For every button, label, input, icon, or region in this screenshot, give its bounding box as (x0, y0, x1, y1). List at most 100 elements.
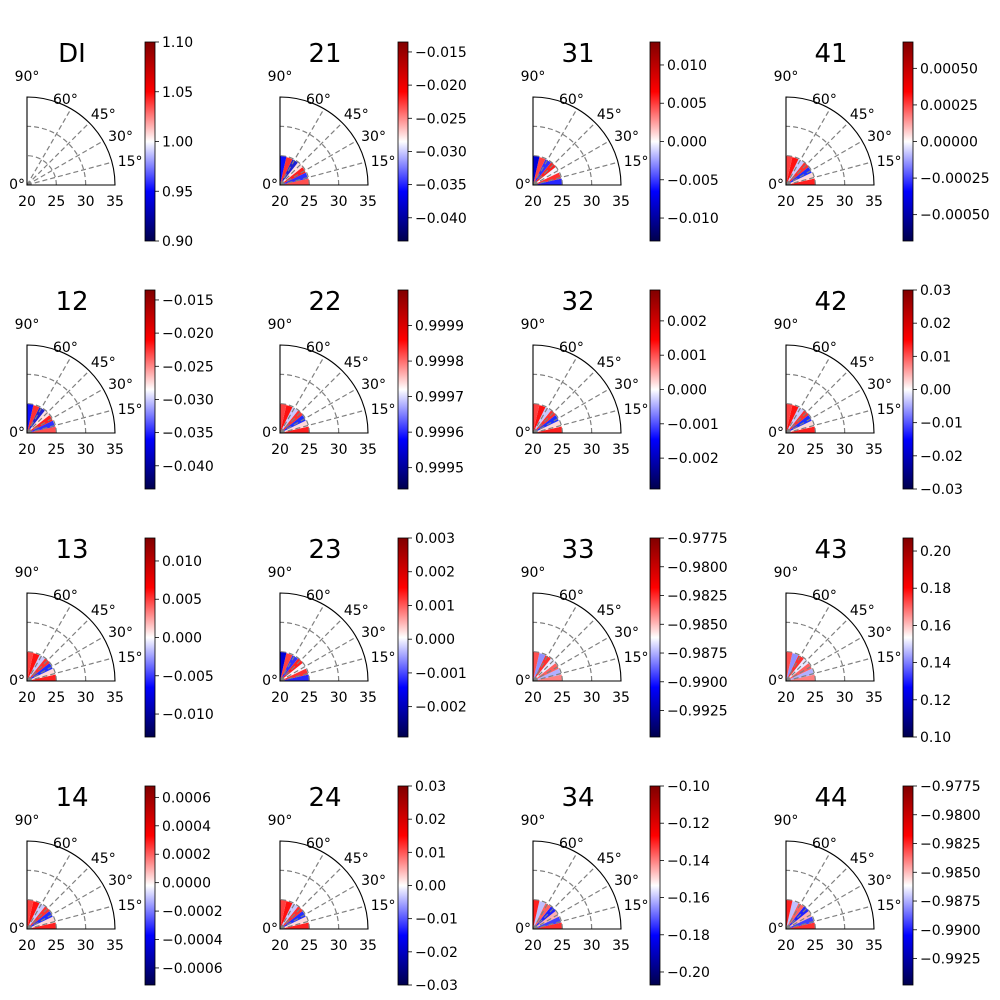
heat-sector (533, 167, 559, 185)
colorbar-tick-label: −0.002 (415, 700, 467, 716)
colorbar-tick-label: −0.10 (667, 779, 710, 795)
colorbar-tick-label: 0.000 (667, 383, 707, 399)
radial-tick-label: 20 (524, 938, 542, 954)
colorbar-tick-label: 0.000 (415, 632, 455, 648)
grid-ray (785, 657, 872, 682)
colorbar-tick-label: −0.010 (162, 707, 214, 723)
colorbar-tick-label: 0.16 (920, 618, 951, 634)
panel-21: 21 20 25 30 35 0° 15° 30° 45° 60° 90° −0.015 −0.020 −… (262, 39, 467, 242)
colorbar-tick-label: −0.9800 (920, 808, 981, 824)
angle-tick-label: 30° (361, 625, 386, 641)
angle-tick-label: 30° (867, 873, 892, 889)
angle-tick-label: 0° (768, 425, 784, 441)
grid-ray (279, 866, 343, 930)
radial-tick-label: 30 (583, 690, 601, 706)
angle-tick-label: 90° (268, 813, 293, 829)
radial-tick-label: 35 (865, 690, 883, 706)
grid-arc (279, 899, 310, 930)
colorbar-tick-label: −0.040 (162, 459, 214, 475)
colorbar-tick-label: −0.020 (415, 78, 467, 94)
heat-sector (533, 426, 563, 433)
grid-ray (532, 905, 619, 930)
colorbar-tick-label: −0.16 (667, 891, 710, 907)
grid-ray (532, 852, 578, 930)
grid-arc (532, 869, 593, 930)
angle-tick-label: 90° (15, 813, 40, 829)
angle-tick-label: 15° (371, 402, 396, 418)
panel-title: 33 (561, 535, 594, 565)
radial-tick-label: 35 (106, 194, 124, 210)
heat-sector (786, 651, 793, 681)
angle-tick-label: 60° (53, 836, 78, 852)
polar-frame (532, 840, 622, 930)
colorbar-tick-label: 0.00050 (920, 61, 978, 77)
angle-tick-label: 30° (614, 129, 639, 145)
heat-sector (786, 901, 799, 929)
colorbar-tick-label: −0.03 (415, 978, 458, 994)
grid-ray (279, 356, 325, 434)
angle-tick-label: 30° (867, 625, 892, 641)
panel-14: 14 20 25 30 35 0° 15° 30° 45° 60° 90° 0.0006 0.0004 0… (9, 783, 223, 986)
radial-tick-label: 35 (359, 194, 377, 210)
colorbar (144, 289, 156, 490)
grid-ray (26, 866, 90, 930)
grid-arc (532, 621, 593, 682)
polar-frame (532, 96, 622, 186)
colorbar-tick-label: 0.95 (162, 184, 193, 200)
angle-tick-label: 15° (624, 898, 649, 914)
angle-tick-label: 45° (597, 355, 622, 371)
panel-DI: DI 20 25 30 35 0° 15° 30° 45° 60° 90° 0.90 0.95 1.00 1… (9, 35, 193, 250)
grid-ray (532, 866, 596, 930)
angle-tick-label: 60° (306, 836, 331, 852)
radial-tick-label: 25 (806, 938, 824, 954)
radial-tick-label: 35 (359, 938, 377, 954)
colorbar-tick-label: −0.00025 (920, 171, 990, 187)
radial-tick-label: 20 (18, 442, 36, 458)
angle-tick-label: 15° (624, 154, 649, 170)
heat-sector (786, 653, 799, 681)
heat-sector (786, 916, 814, 929)
heat-sector (533, 420, 561, 433)
radial-tick-label: 30 (330, 194, 348, 210)
angle-tick-label: 30° (614, 873, 639, 889)
colorbar (144, 785, 156, 986)
heat-sector (280, 155, 287, 185)
angle-tick-label: 30° (361, 129, 386, 145)
heat-sector (27, 663, 53, 681)
colorbar-tick-label: 0.9998 (415, 354, 464, 370)
heat-sector (786, 159, 804, 185)
panel-title: 21 (308, 39, 341, 69)
angle-tick-label: 15° (371, 898, 396, 914)
heat-sector (533, 916, 561, 929)
angle-tick-label: 90° (268, 565, 293, 581)
angle-tick-label: 30° (361, 873, 386, 889)
colorbar-tick-label: 0.0000 (162, 876, 211, 892)
colorbar-tick-label: −0.030 (162, 392, 214, 408)
colorbar-tick-label: 0.002 (415, 565, 455, 581)
heat-sector (533, 172, 561, 185)
angle-tick-label: 60° (306, 340, 331, 356)
colorbar-tick-label: −0.040 (415, 211, 467, 227)
grid-arc (26, 403, 57, 434)
colorbar-tick-label: −0.03 (920, 482, 963, 498)
angle-tick-label: 45° (850, 851, 875, 867)
radial-tick-label: 20 (524, 194, 542, 210)
grid-ray (785, 905, 872, 930)
heat-sector (280, 651, 287, 681)
grid-ray (532, 356, 578, 434)
angle-tick-label: 90° (521, 69, 546, 85)
colorbar-tick-label: 0.14 (920, 656, 951, 672)
polar-frame (785, 592, 875, 682)
heat-sector (280, 157, 293, 185)
radial-tick-label: 30 (77, 442, 95, 458)
angle-tick-label: 60° (559, 836, 584, 852)
radial-tick-label: 35 (612, 938, 630, 954)
heat-sector (280, 663, 306, 681)
grid-ray (26, 161, 113, 186)
angle-tick-label: 90° (774, 565, 799, 581)
grid-ray (279, 636, 357, 682)
angle-tick-label: 45° (91, 851, 116, 867)
colorbar-tick-label: 0.02 (920, 316, 951, 332)
